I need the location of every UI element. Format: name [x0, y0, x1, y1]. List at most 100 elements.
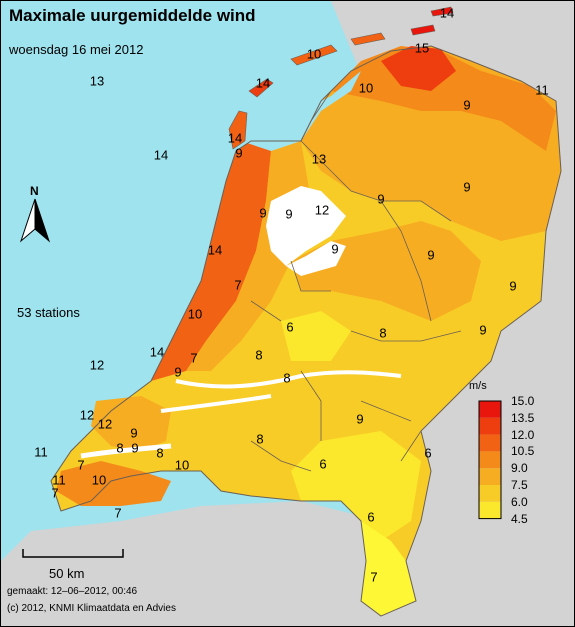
zone-south-pale: [281, 311, 351, 361]
station-value: 9: [259, 205, 267, 221]
germany-land: [406, 41, 574, 626]
nl-outline: [50, 45, 562, 617]
island-vlieland: [248, 78, 274, 98]
island-rottumeroog: [430, 6, 454, 17]
station-value: 14: [439, 5, 455, 21]
scale-bar: [22, 549, 124, 558]
legend-box: [479, 501, 501, 519]
station-value: 7: [51, 485, 59, 501]
north-arrow-left: [19, 198, 36, 243]
station-value: 9: [130, 425, 138, 441]
station-value: 7: [234, 277, 242, 293]
island-terschelling: [290, 44, 338, 66]
legend-tick-label: 13.5: [511, 410, 535, 425]
station-value: 9: [174, 364, 182, 380]
station-value: 12: [314, 202, 330, 218]
station-value: 9: [131, 440, 139, 456]
station-value: 8: [379, 325, 387, 341]
station-value: 7: [114, 505, 122, 521]
station-value: 9: [427, 247, 435, 263]
zone-zeeland: [91, 396, 171, 451]
legend-tick-label: 4.5: [511, 511, 528, 526]
station-value: 14: [255, 75, 271, 91]
station-value: 7: [190, 350, 198, 366]
station-value: 14: [227, 130, 243, 146]
station-value: 9: [331, 241, 339, 257]
north-label: N: [30, 184, 39, 198]
map-subtitle: woensdag 16 mei 2012: [9, 42, 144, 57]
island-texel: [228, 110, 248, 150]
station-value: 12: [97, 416, 113, 432]
station-value: 8: [255, 347, 263, 363]
station-value: 8: [256, 431, 264, 447]
station-value: 11: [52, 472, 66, 488]
station-value: 10: [91, 472, 107, 488]
legend-tick-label: 10.5: [511, 444, 535, 459]
station-value: 9: [377, 191, 385, 207]
station-value: 14: [207, 242, 223, 258]
legend-tick-label: 7.5: [511, 478, 528, 492]
legend-box: [479, 468, 501, 485]
station-value: 10: [358, 80, 374, 96]
province-borders: [250, 90, 462, 472]
legend-tick-label: 12.0: [511, 427, 535, 442]
station-value: 11: [535, 82, 549, 98]
legend-box: [479, 485, 501, 502]
station-value: 6: [424, 445, 432, 461]
zone-wadden-max: [381, 46, 456, 91]
station-value: 6: [367, 509, 375, 525]
station-value: 10: [187, 306, 203, 322]
map-title: Maximale uurgemiddelde wind: [9, 6, 256, 25]
station-value: 9: [509, 278, 517, 294]
legend-tick-label: 9.0: [511, 461, 528, 476]
station-value: 7: [77, 457, 85, 473]
legend-box: [479, 434, 501, 452]
zone-limburg: [361, 521, 416, 616]
island-schiermonnikoog: [410, 24, 436, 36]
station-value: 13: [89, 73, 105, 89]
legend-tick-label: 6.0: [511, 494, 528, 509]
station-value: 12: [79, 407, 95, 423]
legend-outline: [478, 400, 502, 520]
scale-bar-label: 50 km: [49, 566, 85, 581]
legend-box: [479, 451, 501, 469]
zone-zeeland-2: [56, 461, 171, 506]
station-value: 10: [306, 46, 322, 62]
legend-box: [479, 417, 501, 435]
scheldt: [80, 443, 172, 459]
station-value: 9: [285, 206, 293, 222]
station-value: 9: [479, 322, 487, 338]
station-value: 8: [156, 445, 164, 461]
station-value: 11: [34, 444, 48, 460]
island-ameland: [350, 32, 386, 46]
ijsselmeer: [266, 186, 346, 266]
station-value: 6: [286, 319, 294, 335]
station-value: 9: [356, 411, 364, 427]
rivers: [160, 370, 402, 413]
station-value: 7: [370, 569, 378, 585]
legend-tick-label: 15.0: [511, 394, 535, 408]
legend-unit: m/s: [469, 380, 487, 392]
station-value: 6: [319, 456, 327, 472]
station-value: 10: [174, 457, 190, 473]
station-value: 13: [311, 151, 327, 167]
station-value: 9: [235, 145, 243, 161]
station-value: 8: [283, 370, 291, 386]
zone-southeast-pale: [291, 431, 421, 541]
station-value: 12: [89, 357, 105, 373]
waddenzee: [241, 71, 361, 151]
station-value: 15: [414, 40, 430, 56]
legend-box: [479, 401, 501, 418]
north-arrow-right: [34, 198, 51, 243]
station-count: 53 stations: [17, 305, 80, 320]
zone-northeast: [331, 46, 556, 151]
station-value: 8: [116, 440, 124, 456]
footer-made: gemaakt: 12–06–2012, 00:46: [7, 586, 138, 597]
legend-color-ramp: [478, 400, 502, 520]
footer-copyright: (c) 2012, KNMI Klimaatdata en Advies: [7, 603, 176, 614]
station-value: 14: [149, 344, 165, 360]
markermeer: [286, 241, 346, 276]
station-value: 14: [153, 147, 169, 163]
